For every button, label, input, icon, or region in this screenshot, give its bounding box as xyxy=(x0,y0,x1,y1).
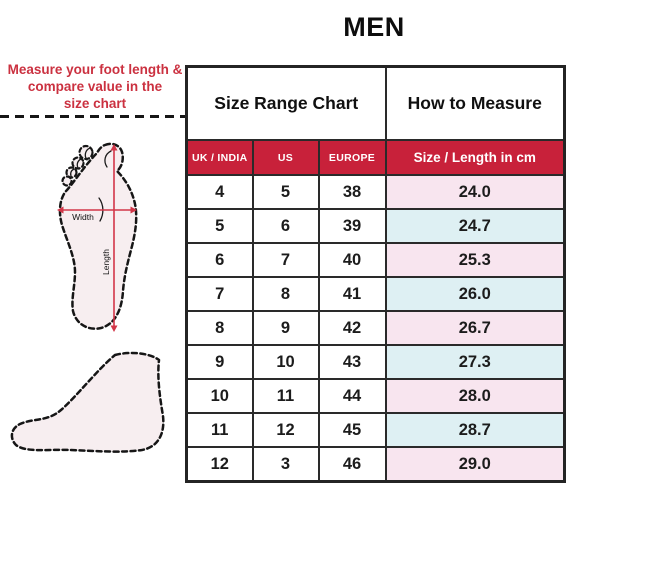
foot-sole-diagram: Width Length xyxy=(57,142,138,332)
cell-us: 8 xyxy=(251,276,320,312)
cell-eu: 40 xyxy=(317,242,387,278)
size-range-chart-header: Size Range Chart xyxy=(185,65,387,141)
cell-us: 7 xyxy=(251,242,320,278)
table-row: 12 3 46 29.0 xyxy=(185,446,566,483)
dashed-separator xyxy=(0,115,187,118)
how-to-measure-header: How to Measure xyxy=(384,65,566,141)
toe-outline xyxy=(61,175,73,187)
cell-cm: 27.3 xyxy=(384,344,566,380)
cell-us: 3 xyxy=(251,446,320,483)
cell-cm: 28.7 xyxy=(384,412,566,448)
cell-eu: 42 xyxy=(317,310,387,346)
table-row: 11 12 45 28.7 xyxy=(185,412,566,448)
column-header-uk-india: UK / INDIA xyxy=(185,139,254,176)
column-header-row: UK / INDIA US EUROPE Size / Length in cm xyxy=(185,139,566,176)
cell-eu: 45 xyxy=(317,412,387,448)
instruction-line: compare value in the xyxy=(27,79,163,94)
table-row: 4 5 38 24.0 xyxy=(185,174,566,210)
cell-us: 10 xyxy=(251,344,320,380)
arrow-head xyxy=(130,206,137,214)
table-row: 6 7 40 25.3 xyxy=(185,242,566,278)
cell-us: 11 xyxy=(251,378,320,414)
foot-side-diagram xyxy=(10,351,165,453)
page-title: MEN xyxy=(343,12,405,42)
cell-uk: 11 xyxy=(185,412,254,448)
column-header-europe: EUROPE xyxy=(317,139,387,176)
arrow-head xyxy=(57,206,64,214)
toe-crease xyxy=(84,147,91,161)
cell-uk: 12 xyxy=(185,446,254,483)
table-row: 5 6 39 24.7 xyxy=(185,208,566,244)
cell-eu: 41 xyxy=(317,276,387,312)
cell-uk: 7 xyxy=(185,276,254,312)
instruction-line: size chart xyxy=(63,96,127,111)
cell-us: 12 xyxy=(251,412,320,448)
cell-eu: 46 xyxy=(317,446,387,483)
foot-side-outline xyxy=(10,351,165,453)
cell-eu: 43 xyxy=(317,344,387,380)
cell-us: 6 xyxy=(251,208,320,244)
table-row: 9 10 43 27.3 xyxy=(185,344,566,380)
cell-cm: 24.7 xyxy=(384,208,566,244)
cell-us: 9 xyxy=(251,310,320,346)
table-header-row: Size Range Chart How to Measure xyxy=(185,65,566,141)
cell-cm: 28.0 xyxy=(384,378,566,414)
cell-uk: 6 xyxy=(185,242,254,278)
cell-cm: 26.7 xyxy=(384,310,566,346)
cell-us: 5 xyxy=(251,174,320,210)
measure-instruction: Measure your foot length & compare value… xyxy=(0,61,190,112)
column-header-size-length: Size / Length in cm xyxy=(384,139,566,176)
cell-cm: 24.0 xyxy=(384,174,566,210)
cell-uk: 10 xyxy=(185,378,254,414)
size-table: Size Range Chart How to Measure UK / IND… xyxy=(185,65,566,483)
toe-crease xyxy=(70,168,75,179)
cell-eu: 38 xyxy=(317,174,387,210)
foot-sole-outline xyxy=(58,142,138,330)
toe-crease xyxy=(76,158,82,170)
table-row: 7 8 41 26.0 xyxy=(185,276,566,312)
cell-uk: 8 xyxy=(185,310,254,346)
instruction-line: Measure your foot length & xyxy=(7,62,183,77)
cell-eu: 39 xyxy=(317,208,387,244)
column-header-us: US xyxy=(251,139,320,176)
table-row: 10 11 44 28.0 xyxy=(185,378,566,414)
cell-uk: 9 xyxy=(185,344,254,380)
toe-crease xyxy=(104,150,112,168)
table-row: 8 9 42 26.7 xyxy=(185,310,566,346)
cell-cm: 25.3 xyxy=(384,242,566,278)
cell-eu: 44 xyxy=(317,378,387,414)
length-label: Length xyxy=(101,249,111,275)
cell-cm: 26.0 xyxy=(384,276,566,312)
arrow-head xyxy=(110,325,118,332)
width-label: Width xyxy=(72,212,94,222)
cell-cm: 29.0 xyxy=(384,446,566,483)
cell-uk: 5 xyxy=(185,208,254,244)
arrow-head xyxy=(110,144,118,151)
cell-uk: 4 xyxy=(185,174,254,210)
